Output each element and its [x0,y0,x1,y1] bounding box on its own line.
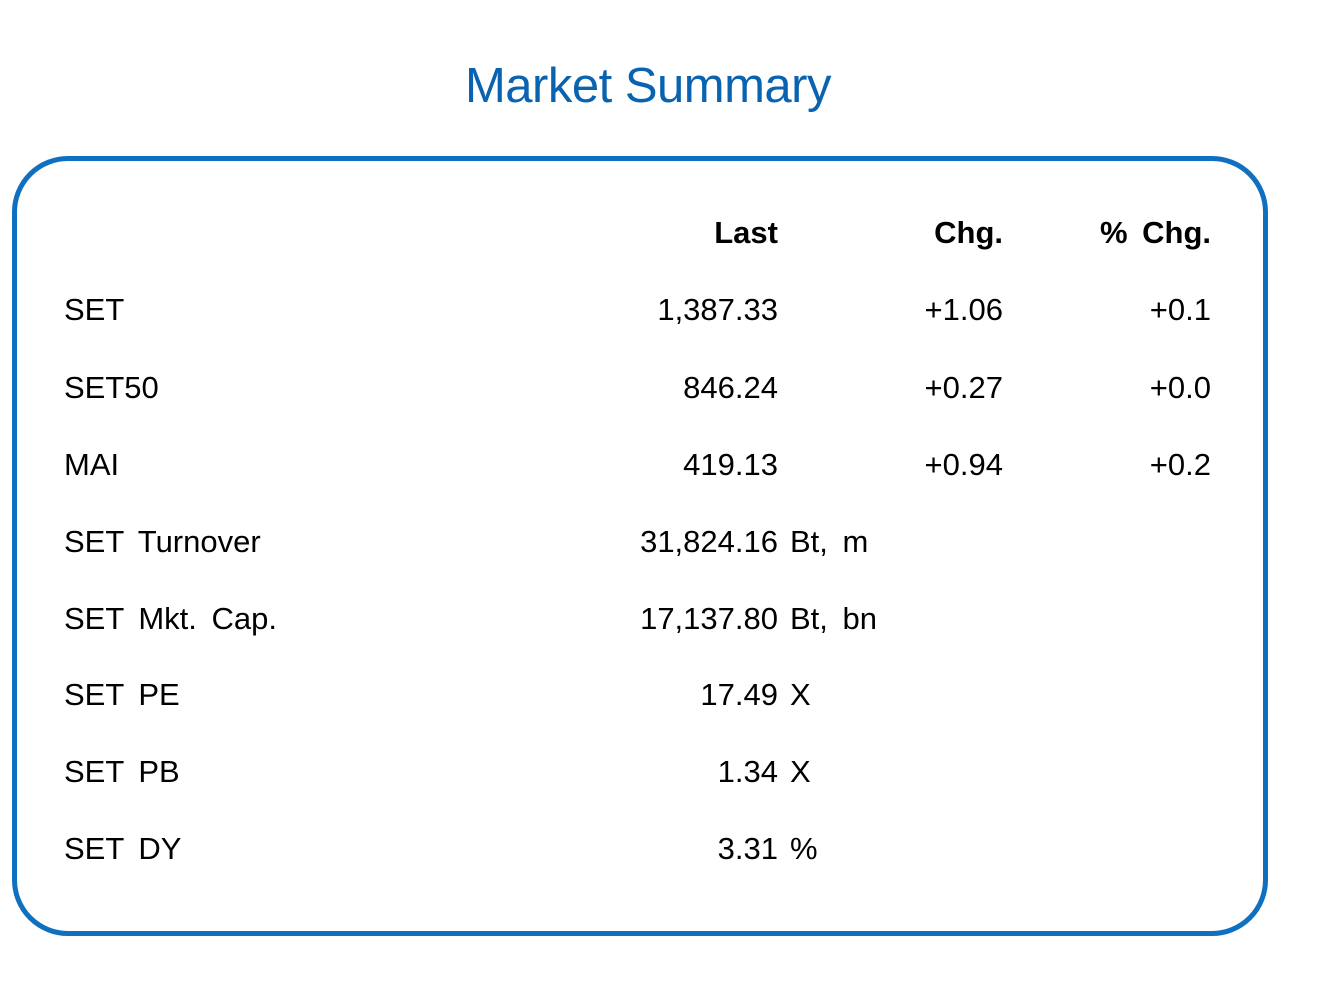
column-header-last: Last [714,215,778,250]
table-row: SET Turnover 31,824.16 Bt, m [0,520,1330,564]
table-row: SET PB 1.34 X [0,750,1330,794]
row-last: 1.34 [717,754,778,789]
row-last: 1,387.33 [657,292,778,327]
table-row: SET PE 17.49 X [0,673,1330,717]
page-title: Market Summary [464,59,832,113]
row-chg: +0.27 [924,370,1003,405]
row-label: SET PE [64,677,180,712]
row-unit: Bt, m [790,524,869,559]
row-label: SET Mkt. Cap. [64,601,277,636]
row-last: 846.24 [683,370,778,405]
row-pct-chg: +0.0 [1149,370,1211,405]
table-row: SET 1,387.33 +1.06 +0.1 [0,288,1330,332]
row-unit: Bt, bn [790,601,877,636]
row-label: SET50 [64,370,159,405]
row-pct-chg: +0.2 [1149,447,1211,482]
row-last: 31,824.16 [640,524,778,559]
row-last: 17,137.80 [640,601,778,636]
row-label: MAI [64,447,120,482]
row-label: SET [64,292,125,327]
table-header: Last Chg. % Chg. [0,211,1330,255]
summary-panel [12,156,1268,936]
row-chg: +1.06 [924,292,1003,327]
row-label: SET Turnover [64,524,261,559]
row-label: SET DY [64,831,182,866]
row-last: 17.49 [700,677,778,712]
row-unit: X [790,677,811,712]
row-last: 3.31 [717,831,778,866]
column-header-pct-chg: % Chg. [1099,215,1211,250]
row-unit: % [790,831,818,866]
table-row: SET Mkt. Cap. 17,137.80 Bt, bn [0,597,1330,641]
column-header-chg: Chg. [934,215,1003,250]
row-chg: +0.94 [924,447,1003,482]
row-label: SET PB [64,754,180,789]
row-pct-chg: +0.1 [1149,292,1211,327]
table-row: SET DY 3.31 % [0,827,1330,871]
table-row: SET50 846.24 +0.27 +0.0 [0,366,1330,410]
table-row: MAI 419.13 +0.94 +0.2 [0,443,1330,487]
row-unit: X [790,754,811,789]
row-last: 419.13 [683,447,778,482]
